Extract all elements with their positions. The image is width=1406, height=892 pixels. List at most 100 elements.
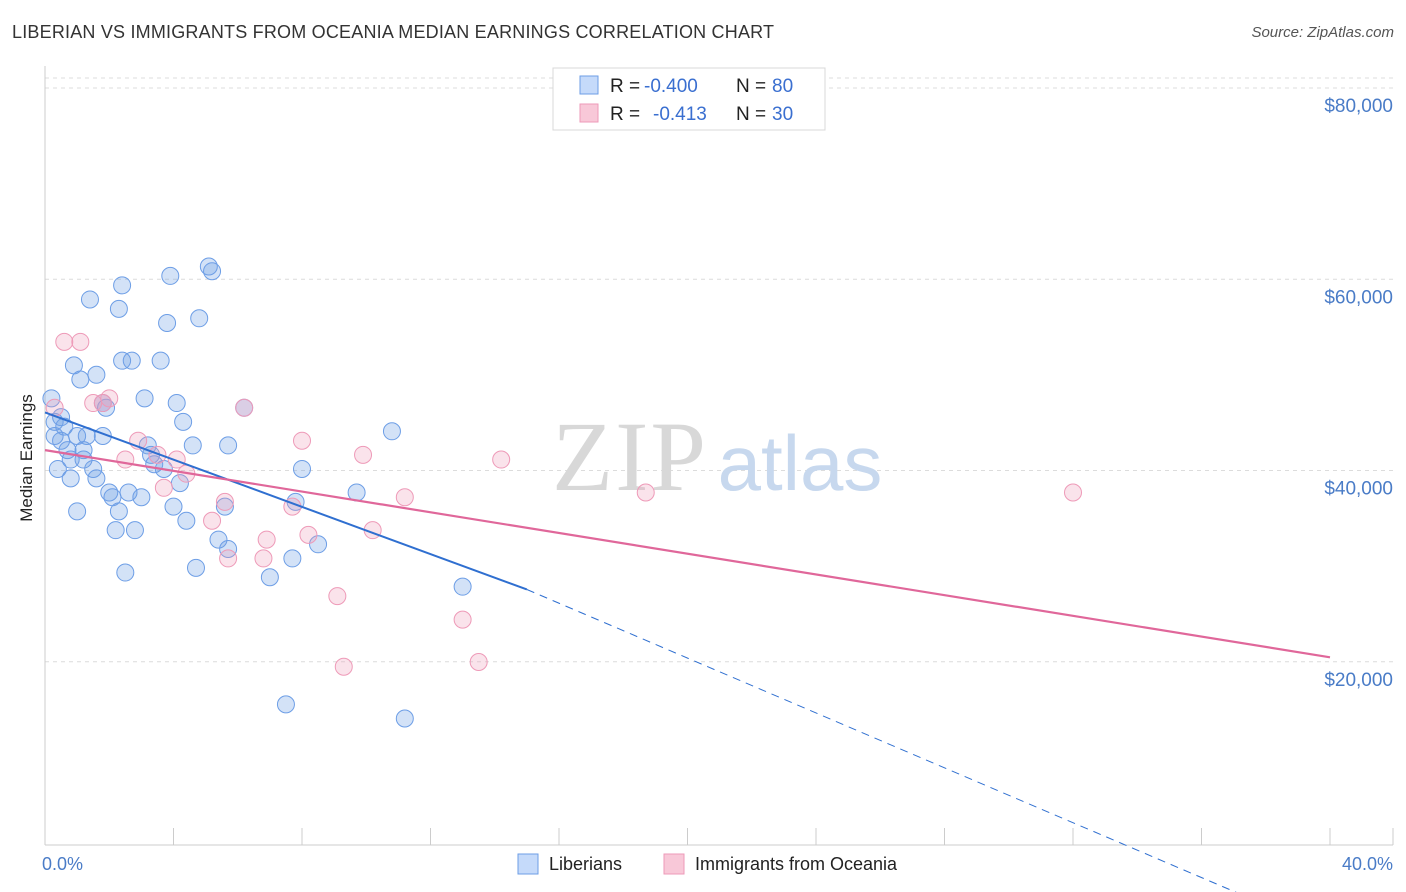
point-liberians-40 [151, 351, 170, 370]
point-liberians-63 [293, 459, 311, 478]
point-liberians-48 [177, 511, 196, 530]
point-liberians-67 [395, 709, 414, 728]
point-liberians-60 [276, 695, 295, 714]
legend-r-label-1: R = [610, 76, 640, 97]
point-liberians-43 [161, 266, 180, 285]
point-oceania-10 [167, 450, 186, 469]
point-oceania-23 [354, 445, 373, 464]
point-liberians-19 [87, 365, 106, 384]
point-liberians-0 [42, 389, 61, 408]
watermark-zip: ZIP [552, 401, 708, 512]
bottom-legend-swatch-pink [663, 853, 685, 875]
point-oceania-9 [154, 478, 173, 497]
point-liberians-68 [453, 577, 472, 596]
point-oceania-30 [1064, 483, 1082, 502]
point-oceania-6 [116, 450, 135, 469]
point-liberians-61 [283, 549, 302, 568]
point-liberians-35 [132, 488, 151, 507]
point-oceania-22 [334, 657, 353, 676]
point-liberians-52 [199, 257, 218, 276]
legend-swatch-blue [579, 75, 599, 95]
point-oceania-28 [492, 450, 511, 469]
legend-n-label-1: N = [736, 76, 766, 97]
point-oceania-29 [636, 483, 655, 502]
legend-r-label-2: R = [610, 104, 640, 125]
point-oceania-14 [219, 549, 238, 568]
x-tick-label-1: 40.0% [1342, 854, 1393, 874]
point-liberians-36 [135, 389, 154, 408]
legend-r-value-2: -0.413 [653, 104, 707, 125]
point-oceania-26 [453, 610, 472, 629]
point-oceania-1 [55, 332, 74, 351]
point-liberians-54 [209, 530, 228, 549]
point-oceania-16 [254, 549, 273, 568]
gridlines [45, 77, 1393, 663]
point-liberians-3 [48, 459, 67, 478]
point-liberians-20 [87, 469, 106, 488]
point-liberians-14 [74, 441, 93, 460]
point-liberians-53 [203, 262, 222, 281]
bottom-legend-label-oceania: Immigrants from Oceania [695, 854, 898, 874]
chart-title: LIBERIAN VS IMMIGRANTS FROM OCEANIA MEDI… [12, 22, 775, 42]
point-liberians-57 [219, 540, 238, 558]
point-liberians-31 [116, 563, 135, 582]
legend-r-value-1: -0.400 [644, 76, 698, 97]
point-liberians-50 [186, 558, 205, 577]
point-oceania-4 [93, 394, 112, 413]
point-liberians-42 [158, 314, 177, 332]
point-oceania-2 [71, 332, 90, 351]
point-oceania-25 [395, 488, 414, 507]
point-liberians-27 [109, 299, 128, 318]
trend-line-oceania [44, 449, 1331, 659]
top-legend: R = -0.400 N = 80 R = -0.413 N = 30 [552, 67, 826, 131]
point-oceania-5 [100, 389, 119, 408]
axes [44, 66, 1394, 846]
chart-source: Source: ZipAtlas.com [1251, 24, 1394, 41]
point-oceania-20 [299, 525, 318, 544]
x-tick-label-0: 0.0% [42, 854, 83, 874]
point-liberians-17 [80, 290, 99, 309]
point-oceania-19 [293, 431, 311, 450]
point-liberians-55 [215, 497, 234, 516]
point-liberians-44 [164, 497, 183, 516]
point-liberians-28 [109, 502, 128, 521]
y-tick-label-1: $40,000 [1324, 479, 1393, 500]
tick-labels: $20,000 $40,000 $60,000 $80,000 0.0% 40.0% [42, 96, 1393, 874]
point-liberians-8 [61, 469, 80, 488]
trend-line-liberians-extension [526, 589, 1237, 892]
point-oceania-8 [148, 445, 167, 464]
trend-line-liberians [44, 411, 528, 591]
point-oceania-12 [203, 511, 222, 530]
legend-swatch-pink [579, 103, 599, 123]
data-points [42, 257, 1082, 728]
legend-n-value-2: 30 [772, 104, 793, 125]
legend-n-label-2: N = [736, 104, 766, 125]
point-liberians-56 [219, 436, 238, 455]
point-liberians-18 [84, 459, 103, 478]
watermark-atlas: atlas [718, 419, 883, 507]
point-oceania-15 [235, 398, 254, 417]
y-axis-label: Median Earnings [17, 394, 36, 522]
point-liberians-66 [382, 422, 401, 441]
point-oceania-17 [257, 530, 276, 549]
point-liberians-59 [260, 568, 279, 587]
point-liberians-12 [68, 502, 87, 521]
point-liberians-13 [71, 370, 90, 389]
legend-n-value-1: 80 [772, 76, 793, 97]
y-tick-label-3: $80,000 [1324, 96, 1393, 117]
point-liberians-2 [45, 427, 64, 445]
bottom-legend: Liberians Immigrants from Oceania [517, 853, 898, 875]
point-liberians-64 [309, 535, 328, 554]
point-liberians-45 [167, 394, 186, 413]
point-liberians-24 [100, 483, 119, 502]
point-liberians-29 [113, 276, 132, 295]
point-liberians-49 [183, 436, 202, 455]
point-oceania-21 [328, 587, 347, 606]
point-oceania-13 [215, 492, 234, 511]
trend-lines [44, 411, 1331, 892]
point-oceania-27 [469, 653, 488, 671]
point-liberians-30 [113, 351, 132, 370]
point-liberians-34 [125, 521, 144, 540]
point-liberians-6 [55, 417, 74, 436]
point-liberians-26 [106, 521, 125, 540]
